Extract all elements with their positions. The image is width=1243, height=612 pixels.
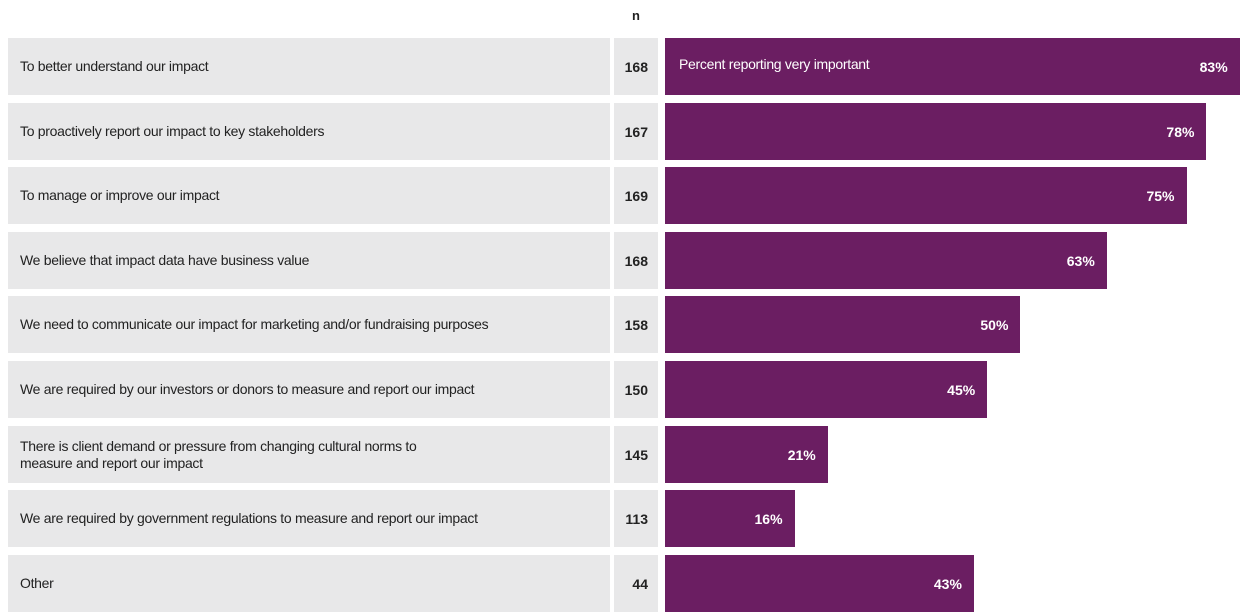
annotation: Percent reporting very important	[679, 56, 870, 72]
bar: 21%	[665, 426, 828, 483]
n-value: 44	[614, 555, 658, 612]
category-label: Other	[8, 555, 610, 612]
n-header: n	[632, 8, 640, 23]
category-label: To proactively report our impact to key …	[8, 103, 610, 160]
n-value: 168	[614, 38, 658, 95]
category-label: To better understand our impact	[8, 38, 610, 95]
category-label: We are required by government regulation…	[8, 490, 610, 547]
value-label: 21%	[787, 446, 816, 463]
value-label: 78%	[1166, 123, 1195, 140]
bar: 43%	[665, 555, 974, 612]
value-label: 83%	[1199, 58, 1228, 75]
value-label: 16%	[754, 510, 783, 527]
category-label: We need to communicate our impact for ma…	[8, 296, 610, 353]
n-value: 150	[614, 361, 658, 418]
n-value: 113	[614, 490, 658, 547]
n-value: 167	[614, 103, 658, 160]
n-value: 168	[614, 232, 658, 289]
bar: 83% Percent reporting very important	[665, 38, 1240, 95]
category-label: We are required by our investors or dono…	[8, 361, 610, 418]
bar: 45%	[665, 361, 988, 418]
bar: 16%	[665, 490, 795, 547]
category-label: There is client demand or pressure from …	[8, 426, 610, 483]
value-label: 63%	[1066, 252, 1095, 269]
bar: 78%	[665, 103, 1207, 160]
value-label: 43%	[933, 575, 962, 592]
bar: 63%	[665, 232, 1107, 289]
value-label: 45%	[947, 381, 976, 398]
n-value: 145	[614, 426, 658, 483]
category-label: We believe that impact data have busines…	[8, 232, 610, 289]
value-label: 75%	[1146, 187, 1175, 204]
category-label: To manage or improve our impact	[8, 167, 610, 224]
n-value: 169	[614, 167, 658, 224]
bar: 75%	[665, 167, 1187, 224]
value-label: 50%	[980, 316, 1009, 333]
bar: 50%	[665, 296, 1021, 353]
n-value: 158	[614, 296, 658, 353]
